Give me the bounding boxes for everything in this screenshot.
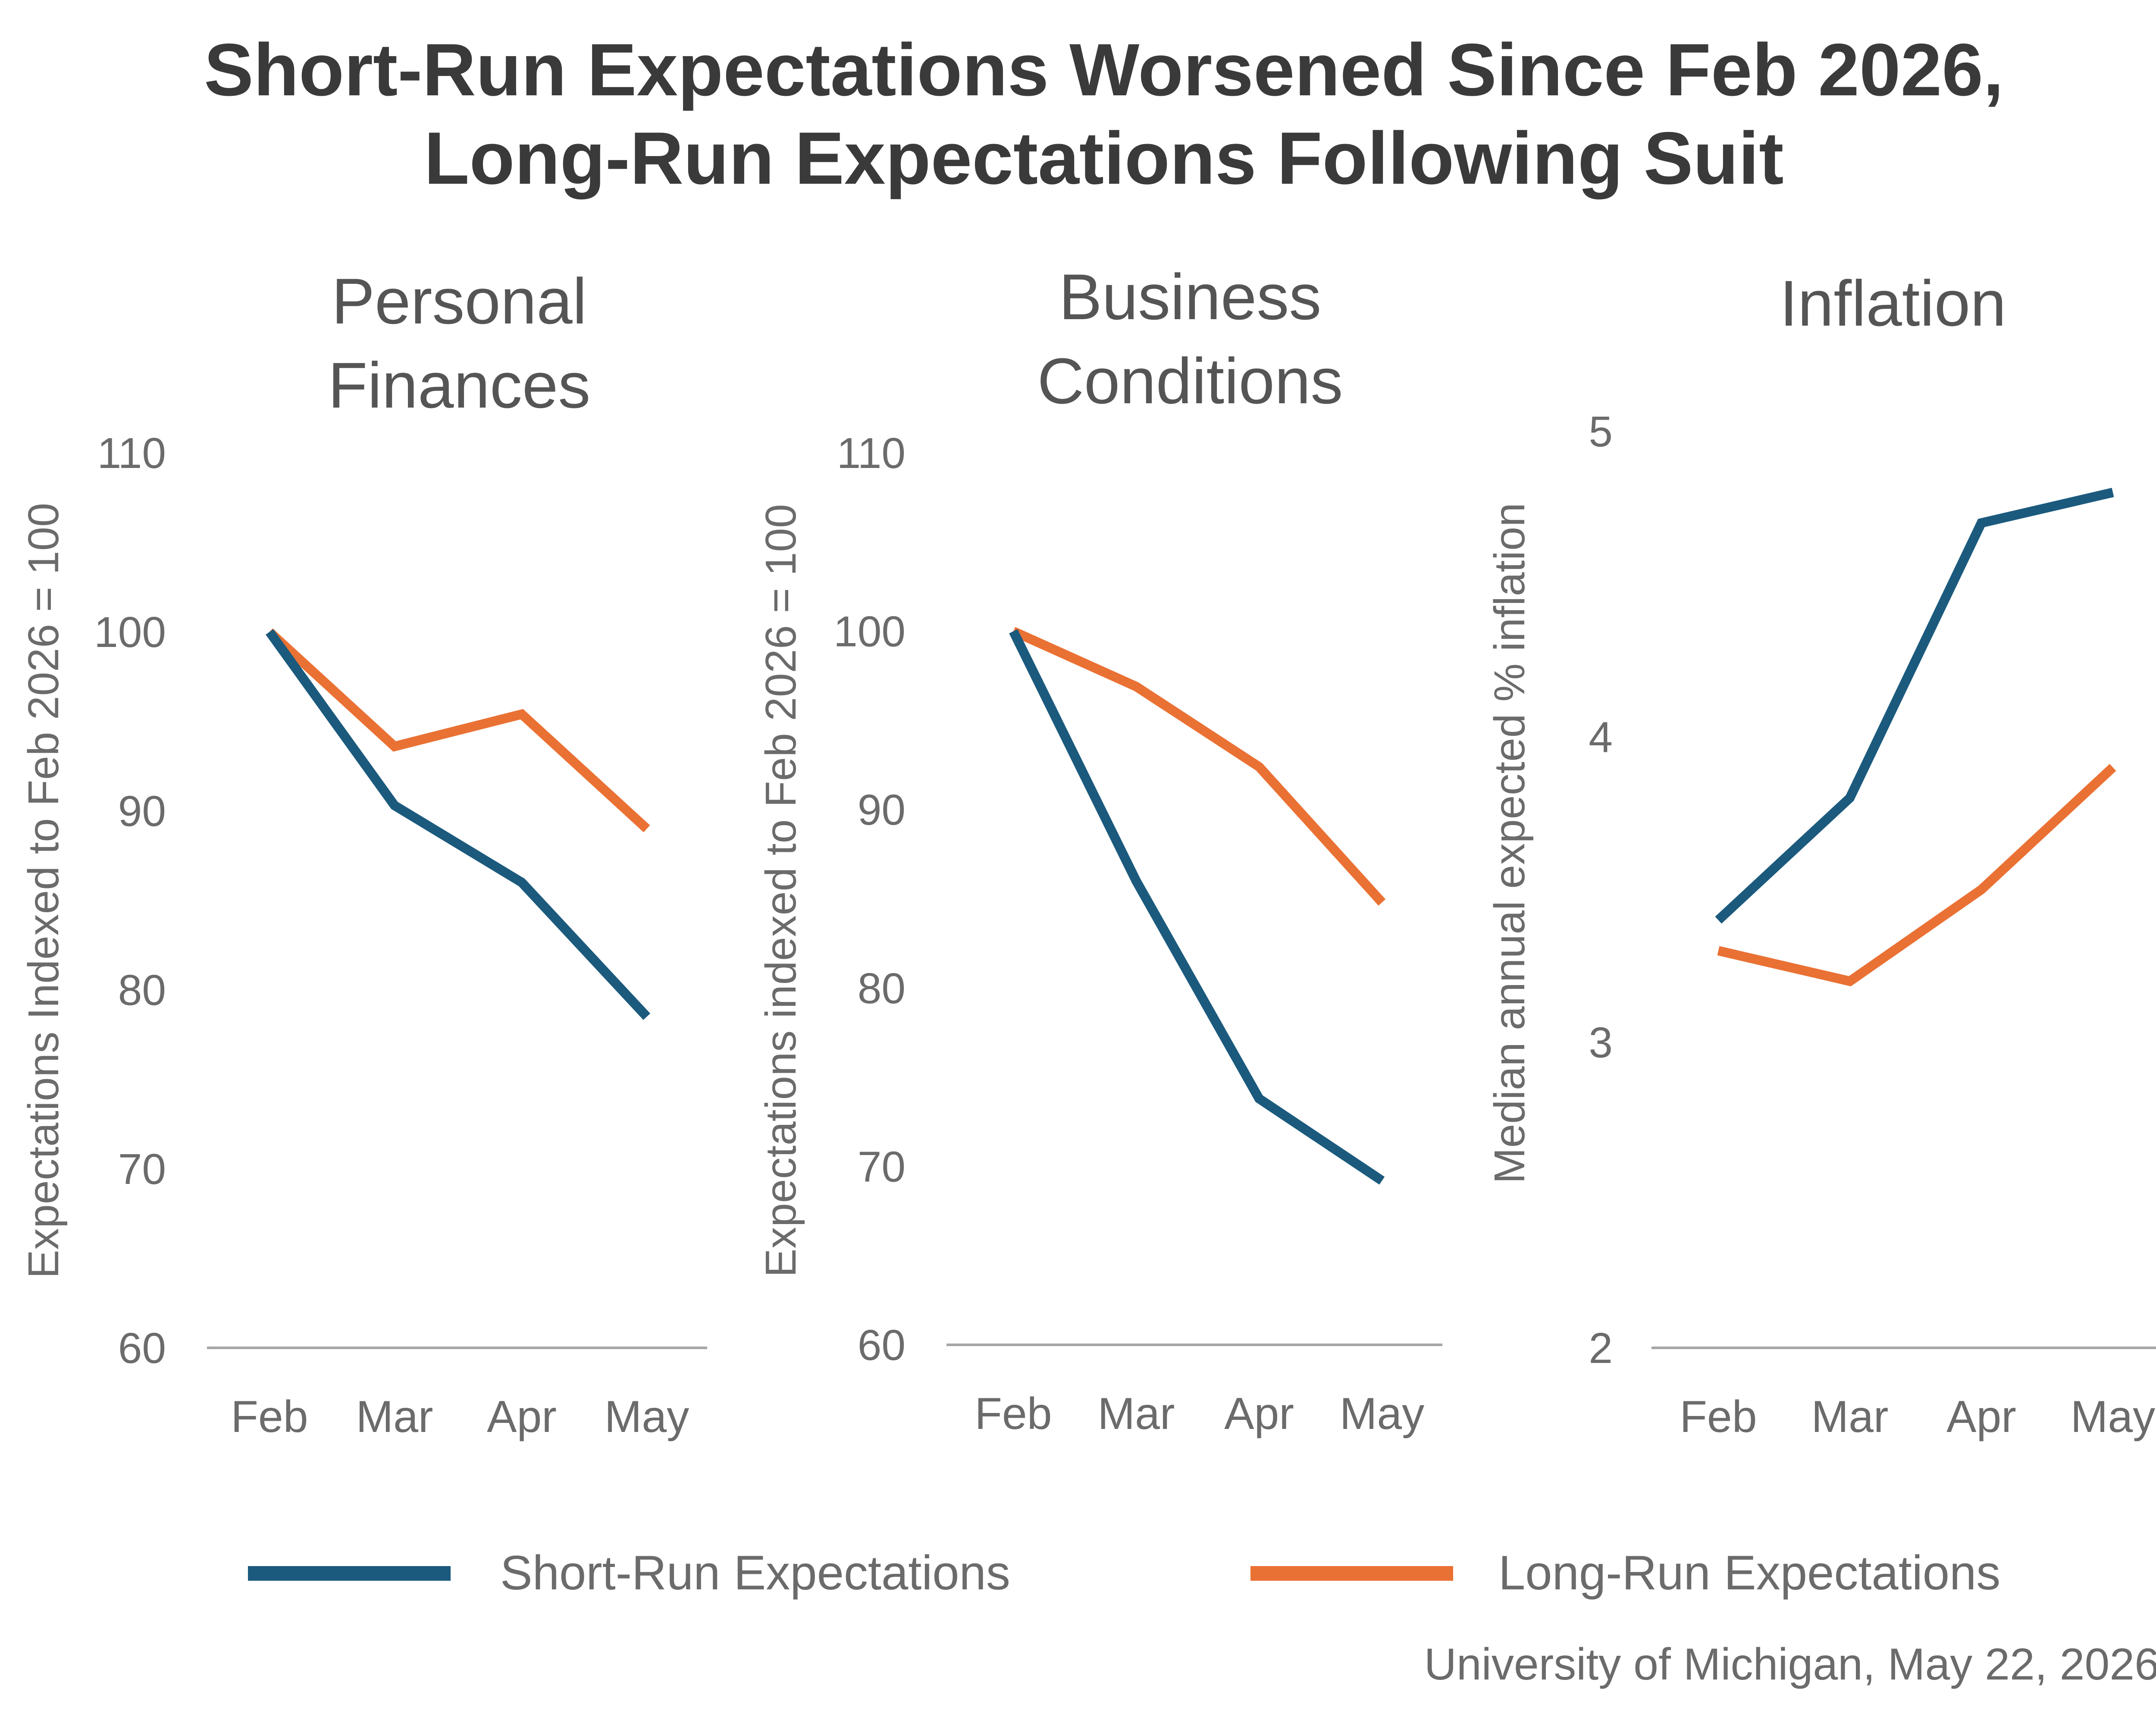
panel-1-title-line-1: Personal	[332, 265, 587, 337]
panel-2-y-tick-label: 100	[834, 608, 906, 656]
panel-2-y-tick-label: 110	[837, 429, 906, 477]
panel-1-y-axis-label: Expectations Indexed to Feb 2026 = 100	[19, 503, 68, 1279]
panel-2-y-tick-label: 90	[858, 786, 906, 834]
panel-3-y-tick-label: 2	[1589, 1324, 1613, 1372]
legend-label-short-run: Short-Run Expectations	[500, 1546, 1010, 1600]
panel-1-long-run-line	[266, 628, 650, 832]
panel-1-x-tick-label: May	[605, 1392, 689, 1442]
chart-title-line-2: Long-Run Expectations Following Suit	[424, 117, 1784, 200]
panel-3-y-tick-label: 4	[1589, 713, 1613, 761]
panel-2-y-tick-label: 80	[858, 964, 906, 1013]
panel-3-y-axis-label: Median annual expected % inflation	[1485, 503, 1534, 1184]
panel-1-y-tick-label: 70	[118, 1145, 166, 1193]
panel-2-x-tick-label: Apr	[1224, 1389, 1294, 1439]
panel-3-short-run-line	[1715, 487, 2114, 924]
panel-3-x-tick-label: Feb	[1680, 1392, 1757, 1442]
panel-2-y-tick-label: 60	[858, 1321, 906, 1369]
panel-1-y-tick-label: 100	[94, 608, 166, 656]
panel-3-long-run-line	[1717, 764, 2116, 986]
panel-1-y-tick-label: 60	[118, 1324, 166, 1372]
panel-1-x-tick-label: Mar	[356, 1392, 433, 1442]
panel-2-y-tick-label: 70	[858, 1143, 906, 1191]
panel-3-x-tick-label: Mar	[1811, 1392, 1888, 1442]
panel-2-short-run-line	[1009, 629, 1385, 1185]
panel-1-y-tick-label: 110	[97, 429, 166, 477]
panel-3-x-tick-label: May	[2071, 1392, 2155, 1442]
chart-title: Short-Run Expectations Worsened Since Fe…	[0, 26, 2156, 203]
panel-1-title-line-2: Finances	[328, 349, 591, 421]
panel-2-y-axis-label: Expectations indexed to Feb 2026 = 100	[757, 504, 805, 1278]
panel-1-short-run-line	[266, 629, 651, 1020]
panel-1-y-tick-label: 90	[118, 787, 166, 835]
panel-2-title-line-2: Conditions	[1037, 345, 1343, 417]
legend-label-long-run: Long-Run Expectations	[1498, 1546, 2000, 1600]
panel-3-y-tick-label: 3	[1589, 1019, 1613, 1067]
panel-1-y-tick-label: 80	[118, 966, 166, 1014]
panel-2-title-line-1: Business	[1059, 261, 1322, 333]
panel-3-y-tick-label: 5	[1589, 408, 1613, 456]
panel-1-x-tick-label: Apr	[487, 1392, 557, 1442]
source-note: University of Michigan, May 22, 2026	[1424, 1639, 2156, 1689]
chart-title-line-1: Short-Run Expectations Worsened Since Fe…	[204, 28, 2004, 111]
panel-2-long-run-line	[1011, 627, 1386, 906]
panel-3-x-tick-label: Apr	[1946, 1392, 2016, 1442]
panel-2-x-tick-label: Mar	[1097, 1389, 1175, 1439]
panel-1-x-tick-label: Feb	[231, 1392, 308, 1442]
panel-2-x-tick-label: Feb	[975, 1389, 1052, 1439]
panel-3-title-line-1: Inflation	[1780, 267, 2006, 339]
panel-2-x-tick-label: May	[1340, 1389, 1424, 1439]
